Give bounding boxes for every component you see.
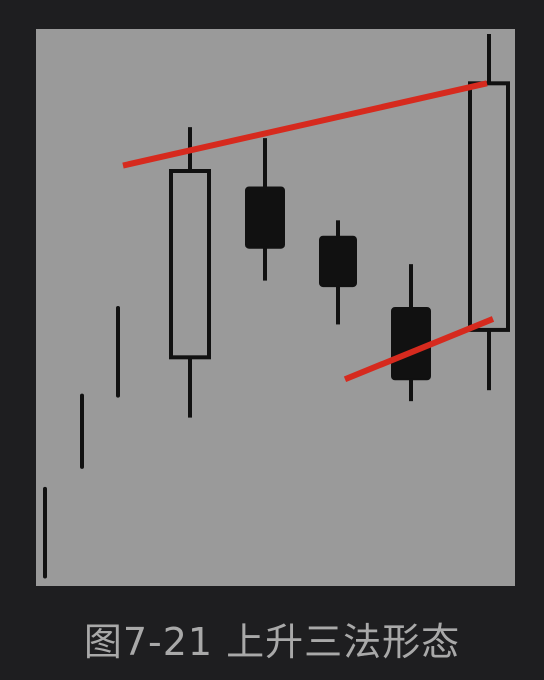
figure-caption: 图7-21 上升三法形态 — [0, 612, 544, 672]
trendline-upper — [123, 83, 487, 165]
chart-panel — [36, 29, 515, 586]
candlestick-chart — [36, 29, 515, 586]
candle-body-bullish-4 — [171, 171, 209, 357]
candle-body-bearish-6 — [320, 237, 356, 286]
candle-body-bearish-7 — [392, 308, 430, 379]
candle-body-bearish-5 — [246, 187, 284, 247]
candle-body-bullish-8 — [470, 83, 508, 330]
